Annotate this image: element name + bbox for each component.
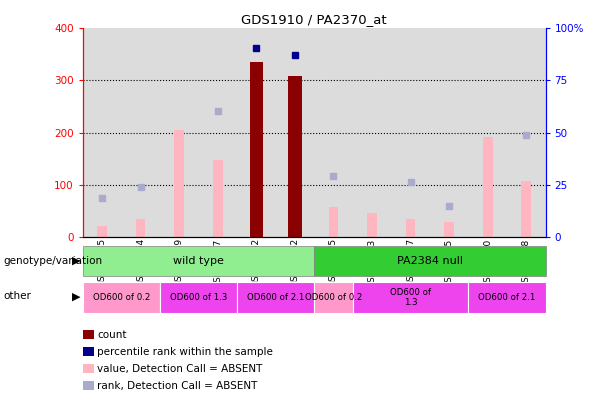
Bar: [444, 222, 454, 237]
Text: genotype/variation: genotype/variation: [3, 256, 102, 266]
Bar: [468, 282, 546, 313]
Bar: [352, 282, 468, 313]
Text: other: other: [3, 292, 31, 301]
Title: GDS1910 / PA2370_at: GDS1910 / PA2370_at: [242, 13, 387, 26]
Bar: [276, 28, 314, 237]
Bar: [314, 28, 352, 237]
Text: OD600 of 2.1: OD600 of 2.1: [247, 293, 304, 302]
Text: value, Detection Call = ABSENT: value, Detection Call = ABSENT: [97, 364, 263, 373]
Bar: [97, 226, 107, 237]
Bar: [406, 219, 416, 237]
Bar: [507, 28, 546, 237]
Text: wild type: wild type: [173, 256, 224, 266]
Bar: [83, 282, 160, 313]
Bar: [483, 137, 492, 237]
Text: ▶: ▶: [72, 292, 81, 301]
Bar: [468, 28, 507, 237]
Bar: [237, 28, 276, 237]
Bar: [314, 246, 546, 276]
Bar: [121, 28, 160, 237]
Bar: [367, 213, 377, 237]
Bar: [329, 207, 338, 237]
Text: PA2384 null: PA2384 null: [397, 256, 463, 266]
Bar: [249, 62, 263, 237]
Text: OD600 of 1.3: OD600 of 1.3: [170, 293, 227, 302]
Text: OD600 of 0.2: OD600 of 0.2: [93, 293, 150, 302]
Bar: [522, 181, 531, 237]
Text: percentile rank within the sample: percentile rank within the sample: [97, 347, 273, 356]
Text: ▶: ▶: [72, 256, 81, 266]
Bar: [213, 160, 223, 237]
Bar: [237, 282, 314, 313]
Bar: [83, 246, 314, 276]
Bar: [430, 28, 468, 237]
Bar: [136, 219, 145, 237]
Text: OD600 of 2.1: OD600 of 2.1: [478, 293, 536, 302]
Bar: [352, 28, 391, 237]
Text: OD600 of
1.3: OD600 of 1.3: [390, 288, 431, 307]
Bar: [288, 76, 302, 237]
Text: OD600 of 0.2: OD600 of 0.2: [305, 293, 362, 302]
Text: rank, Detection Call = ABSENT: rank, Detection Call = ABSENT: [97, 381, 258, 390]
Bar: [391, 28, 430, 237]
Bar: [174, 130, 184, 237]
Bar: [160, 282, 237, 313]
Bar: [160, 28, 199, 237]
Bar: [83, 28, 121, 237]
Text: count: count: [97, 330, 127, 339]
Bar: [314, 282, 352, 313]
Bar: [199, 28, 237, 237]
